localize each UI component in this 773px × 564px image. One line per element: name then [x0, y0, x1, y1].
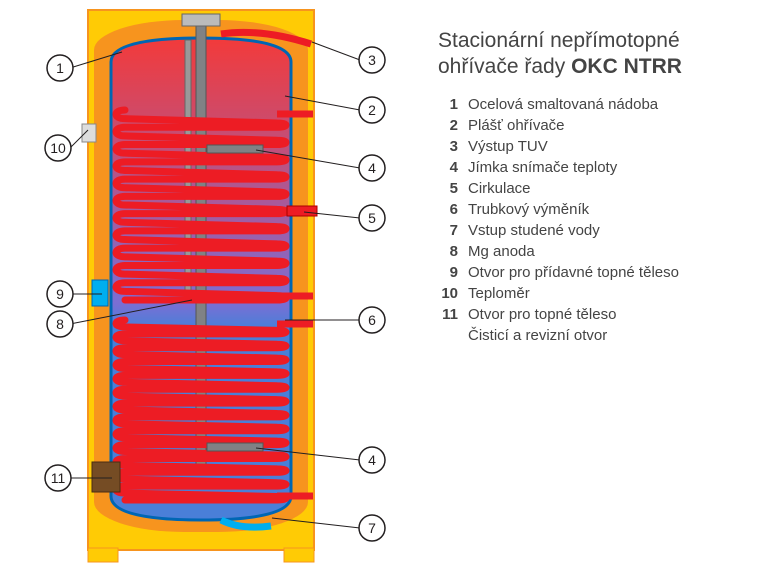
port-heater-cleaning: [92, 462, 120, 492]
legend-num: 2: [432, 115, 458, 136]
svg-text:2: 2: [368, 102, 376, 118]
legend-item: 4 Jímka snímače teploty: [432, 157, 679, 178]
port-thermometer: [82, 124, 96, 142]
legend-item: 5 Cirkulace: [432, 178, 679, 199]
title: Stacionární nepřímotopné ohřívače řady O…: [438, 28, 682, 80]
legend-item: Čisticí a revizní otvor: [432, 325, 679, 346]
svg-text:11: 11: [51, 470, 66, 486]
legend-item: 2 Plášť ohřívače: [432, 115, 679, 136]
svg-text:3: 3: [368, 52, 376, 68]
legend-text: Výstup TUV: [468, 136, 548, 157]
legend-text: Trubkový výměník: [468, 199, 589, 220]
diagram: 1 10 9 8 11 3 2 4 5 6 4 7: [0, 0, 420, 564]
legend-num: 3: [432, 136, 458, 157]
legend-num: 4: [432, 157, 458, 178]
legend-item: 8 Mg anoda: [432, 241, 679, 262]
legend-num: 7: [432, 220, 458, 241]
title-line2-pre: ohřívače řady: [438, 55, 571, 78]
title-line2-bold: OKC NTRR: [571, 55, 682, 78]
legend-text: Ocelová smaltovaná nádoba: [468, 94, 658, 115]
svg-text:4: 4: [368, 160, 376, 176]
legend-item: 10 Teploměr: [432, 283, 679, 304]
legend-text: Čisticí a revizní otvor: [468, 325, 607, 346]
svg-text:7: 7: [368, 520, 376, 536]
svg-text:4: 4: [368, 452, 376, 468]
legend-item: 6 Trubkový výměník: [432, 199, 679, 220]
svg-text:1: 1: [56, 60, 64, 76]
legend-item: 9 Otvor pro přídavné topné těleso: [432, 262, 679, 283]
legend-num: 11: [432, 304, 458, 325]
legend-text: Cirkulace: [468, 178, 531, 199]
svg-text:5: 5: [368, 210, 376, 226]
legend-list: 1 Ocelová smaltovaná nádoba 2 Plášť ohřívač…: [432, 94, 679, 346]
legend-item: 1 Ocelová smaltovaná nádoba: [432, 94, 679, 115]
port-aux-heater: [92, 280, 108, 306]
legend-num: [432, 325, 458, 346]
svg-text:6: 6: [368, 312, 376, 328]
legend-item: 11 Otvor pro topné těleso: [432, 304, 679, 325]
svg-text:10: 10: [50, 140, 66, 156]
svg-text:9: 9: [56, 286, 64, 302]
legend-num: 9: [432, 262, 458, 283]
legend-text: Teploměr: [468, 283, 530, 304]
legend-text: Otvor pro topné těleso: [468, 304, 616, 325]
legend-num: 10: [432, 283, 458, 304]
legend-text: Plášť ohřívače: [468, 115, 565, 136]
legend-item: 7 Vstup studené vody: [432, 220, 679, 241]
svg-text:8: 8: [56, 316, 64, 332]
legend-num: 1: [432, 94, 458, 115]
legend-num: 6: [432, 199, 458, 220]
legend-text: Otvor pro přídavné topné těleso: [468, 262, 679, 283]
legend-item: 3 Výstup TUV: [432, 136, 679, 157]
title-line1: Stacionární nepřímotopné: [438, 29, 680, 52]
legend-num: 8: [432, 241, 458, 262]
legend-text: Vstup studené vody: [468, 220, 600, 241]
legend-text: Jímka snímače teploty: [468, 157, 617, 178]
legend-num: 5: [432, 178, 458, 199]
legend-text: Mg anoda: [468, 241, 535, 262]
